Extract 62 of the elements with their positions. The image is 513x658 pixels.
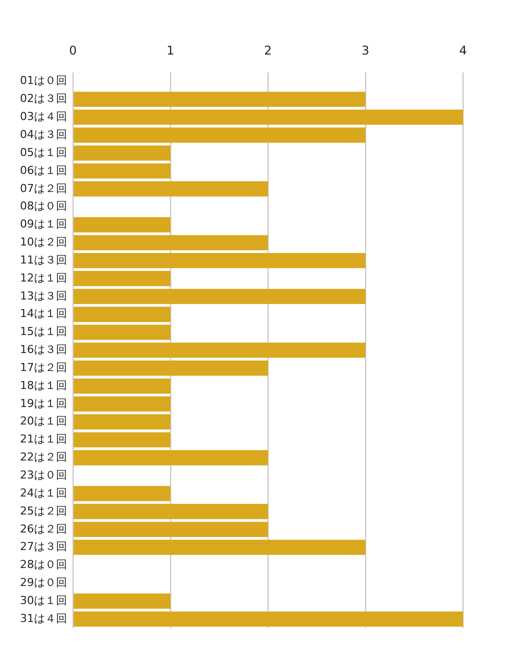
- y-tick-label: 21は１回: [20, 432, 67, 446]
- bar: [74, 360, 268, 376]
- y-tick-label: 06は１回: [20, 164, 67, 177]
- y-tick-label: 05は１回: [20, 146, 67, 159]
- y-tick-label: 03は４回: [20, 110, 67, 124]
- bar: [74, 217, 170, 232]
- bar: [74, 253, 366, 268]
- y-tick-label: 18は１回: [20, 378, 67, 392]
- y-tick-label: 01は０回: [20, 74, 67, 88]
- bar: [74, 450, 268, 466]
- x-tick-label: 2: [264, 43, 272, 58]
- y-tick-label: 25は２回: [20, 504, 67, 518]
- y-tick-label: 20は１回: [20, 414, 67, 428]
- bar: [74, 414, 170, 430]
- x-tick-label: 1: [166, 43, 174, 58]
- y-tick-label: 14は１回: [20, 307, 67, 320]
- y-tick-label: 23は０回: [20, 468, 67, 482]
- bar: [74, 288, 366, 304]
- y-tick-label: 27は３回: [20, 540, 67, 554]
- y-tick-label: 29は０回: [20, 576, 67, 590]
- bar: [74, 504, 268, 520]
- y-tick-label: 28は０回: [20, 558, 67, 572]
- y-tick-label: 12は１回: [20, 271, 67, 284]
- y-tick-label: 09は１回: [20, 218, 67, 231]
- bar: [74, 486, 170, 502]
- bar: [74, 396, 170, 412]
- y-tick-label: 13は３回: [20, 289, 67, 302]
- bar: [74, 128, 366, 143]
- bar: [74, 540, 366, 555]
- bar: [74, 522, 268, 538]
- y-tick-label: 31は４回: [20, 612, 67, 625]
- y-tick-label: 24は１回: [20, 486, 67, 500]
- bar: [74, 432, 170, 448]
- bar: [74, 110, 463, 125]
- y-tick-label: 17は２回: [20, 360, 67, 374]
- bar: [74, 270, 170, 286]
- bar: [74, 235, 268, 250]
- y-tick-label: 30は１回: [20, 594, 67, 607]
- y-tick-label: 02は３回: [20, 92, 67, 106]
- y-tick-label: 15は１回: [20, 325, 67, 338]
- y-tick-label: 19は１回: [20, 396, 67, 410]
- bar: [74, 594, 170, 609]
- bar: [74, 163, 170, 179]
- bar: [74, 145, 170, 161]
- y-tick-label: 08は０回: [20, 200, 67, 213]
- y-tick-label: 07は２回: [20, 182, 67, 195]
- x-tick-label: 0: [69, 43, 77, 58]
- x-tick-label: 3: [362, 43, 370, 58]
- y-tick-label: 16は３回: [20, 343, 67, 356]
- y-tick-label: 04は３回: [20, 128, 67, 141]
- bar: [74, 92, 366, 107]
- bar: [74, 342, 366, 358]
- y-tick-label: 10は２回: [20, 236, 67, 249]
- bar: [74, 306, 170, 322]
- y-tick-label: 22は２回: [20, 450, 67, 464]
- x-tick-label: 4: [459, 43, 467, 58]
- bar: [74, 324, 170, 340]
- bar: [74, 378, 170, 394]
- bar: [74, 181, 268, 196]
- bar: [74, 611, 463, 627]
- y-tick-label: 26は２回: [20, 522, 67, 536]
- y-tick-label: 11は３回: [20, 253, 67, 266]
